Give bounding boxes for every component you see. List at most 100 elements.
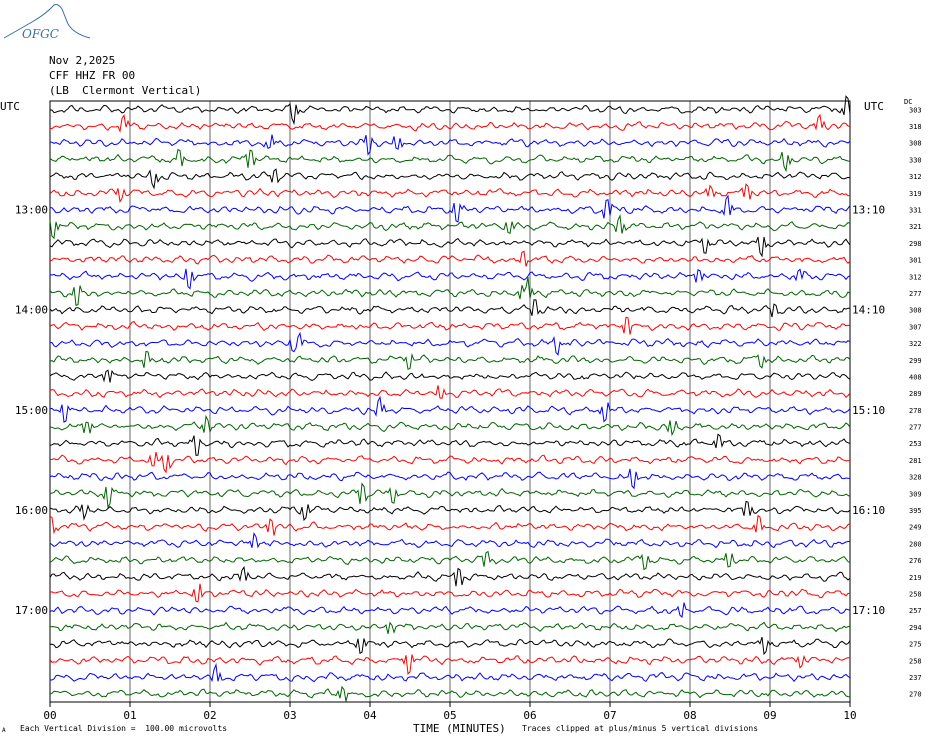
time-label-left: 14:00 xyxy=(15,304,48,317)
dc-offset-label: 276 xyxy=(909,557,922,565)
dc-offset-label: 308 xyxy=(909,140,922,148)
seismic-trace xyxy=(49,168,851,190)
seismic-trace xyxy=(49,277,851,307)
seismic-trace xyxy=(49,654,851,675)
seismic-trace xyxy=(49,414,851,437)
time-label-right: 13:10 xyxy=(852,204,885,217)
time-label-left: 16:00 xyxy=(15,504,48,517)
x-tick-label: 03 xyxy=(283,709,296,722)
seismic-trace xyxy=(49,236,851,258)
dc-offset-label: 312 xyxy=(909,173,922,181)
dc-offset-label: 308 xyxy=(909,307,922,315)
seismic-trace xyxy=(50,451,850,474)
dc-offset-label: 258 xyxy=(909,657,922,665)
seismic-trace xyxy=(49,95,851,126)
seismic-trace xyxy=(49,685,851,702)
footer-mark: A xyxy=(2,727,6,734)
time-label-left: 13:00 xyxy=(15,204,48,217)
dc-offset-label: 249 xyxy=(909,524,922,532)
dc-header: DC xyxy=(904,98,913,106)
x-tick-label: 10 xyxy=(843,709,856,722)
dc-offset-label: 319 xyxy=(909,190,922,198)
trace-group xyxy=(49,95,851,702)
axis-labels: 00 01 02 03 04 05 06 07 08 09 10 303 318 308 330 312 319… xyxy=(15,106,922,722)
dc-offset-label: 277 xyxy=(909,290,922,298)
x-tick-label: 01 xyxy=(123,709,136,722)
seismic-trace xyxy=(49,395,851,423)
seismic-trace xyxy=(49,565,851,587)
dc-offset-label: 307 xyxy=(909,323,922,331)
station-code: CFF HHZ FR 00 xyxy=(49,69,136,82)
seismic-trace xyxy=(49,636,851,656)
x-tick-label: 00 xyxy=(43,709,56,722)
dc-offset-label: 270 xyxy=(909,691,922,699)
x-tick-label: 02 xyxy=(203,709,216,722)
seismic-trace xyxy=(49,621,851,635)
seismic-trace xyxy=(49,532,851,549)
dc-offset-label: 321 xyxy=(909,223,922,231)
dc-offset-label: 309 xyxy=(909,490,922,498)
utc-label-left: UTC xyxy=(0,100,20,113)
time-label-right: 15:10 xyxy=(852,404,885,417)
logo: OFGC xyxy=(22,27,59,41)
logo-mountain-icon xyxy=(3,4,91,39)
seismic-trace xyxy=(50,662,851,683)
dc-offset-label: 301 xyxy=(909,257,922,265)
dc-offset-label: 280 xyxy=(909,540,922,548)
dc-offset-label: 277 xyxy=(909,424,922,432)
dc-offset-label: 219 xyxy=(909,574,922,582)
time-label-right: 14:10 xyxy=(852,304,885,317)
seismic-trace xyxy=(49,550,851,571)
footer-scale-note: Each Vertical Division = 100.00 microvol… xyxy=(20,724,228,733)
seismic-trace xyxy=(49,500,851,522)
dc-offset-label: 278 xyxy=(909,407,922,415)
dc-offset-label: 303 xyxy=(909,106,922,114)
dc-offset-label: 299 xyxy=(909,357,922,365)
seismic-trace xyxy=(49,602,851,618)
dc-offset-label: 253 xyxy=(909,440,922,448)
seismic-trace xyxy=(50,113,851,134)
seismic-trace xyxy=(49,183,851,204)
x-tick-label: 05 xyxy=(443,709,456,722)
time-label-right: 16:10 xyxy=(852,504,885,517)
seismic-trace xyxy=(49,385,851,399)
dc-offset-label: 289 xyxy=(909,390,922,398)
seismic-trace xyxy=(49,134,851,156)
dc-offset-label: 294 xyxy=(909,624,922,632)
plot-date: Nov 2,2025 xyxy=(49,54,116,67)
seismic-trace xyxy=(49,299,850,318)
seismic-trace xyxy=(49,214,851,240)
station-location: (LB Clermont Vertical) xyxy=(49,84,202,97)
dc-offset-label: 318 xyxy=(909,123,922,131)
dc-offset-label: 281 xyxy=(909,457,922,465)
x-tick-label: 07 xyxy=(603,709,616,722)
seismic-trace xyxy=(49,194,851,223)
seismic-trace xyxy=(49,482,851,509)
dc-offset-label: 328 xyxy=(909,474,922,482)
seismic-trace xyxy=(49,148,851,173)
seismic-trace xyxy=(49,331,851,356)
dc-offset-label: 237 xyxy=(909,674,922,682)
seismic-trace xyxy=(49,433,851,456)
x-axis-title: TIME (MINUTES) xyxy=(413,722,506,735)
time-grid xyxy=(49,100,851,707)
dc-offset-label: 395 xyxy=(909,507,922,515)
x-tick-label: 08 xyxy=(683,709,696,722)
x-tick-label: 04 xyxy=(363,709,377,722)
time-label-left: 17:00 xyxy=(15,604,48,617)
seismic-trace xyxy=(49,250,851,267)
dc-offset-label: 258 xyxy=(909,590,922,598)
dc-offset-label: 322 xyxy=(909,340,922,348)
dc-offset-label: 408 xyxy=(909,373,922,381)
seismic-trace xyxy=(49,316,851,335)
dc-offset-label: 330 xyxy=(909,156,922,164)
seismic-trace xyxy=(49,583,851,603)
dc-offset-label: 331 xyxy=(909,207,922,215)
dc-offset-label: 257 xyxy=(909,607,922,615)
utc-label-right: UTC xyxy=(864,100,884,113)
time-label-right: 17:10 xyxy=(852,604,885,617)
seismic-trace xyxy=(49,514,851,536)
x-tick-label: 09 xyxy=(763,709,776,722)
x-tick-label: 06 xyxy=(523,709,536,722)
